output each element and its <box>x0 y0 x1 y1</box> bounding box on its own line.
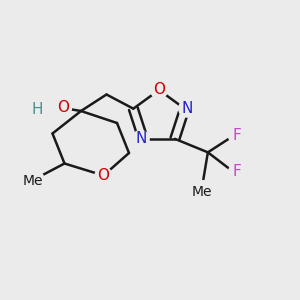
Circle shape <box>95 167 112 184</box>
Circle shape <box>29 101 46 118</box>
Text: Me: Me <box>192 185 212 199</box>
Circle shape <box>55 100 71 116</box>
Text: F: F <box>232 164 241 179</box>
Circle shape <box>151 82 167 98</box>
Text: Me: Me <box>23 174 43 188</box>
Text: O: O <box>153 82 165 98</box>
Text: O: O <box>57 100 69 116</box>
Text: N: N <box>135 131 146 146</box>
Circle shape <box>190 181 213 203</box>
Circle shape <box>132 130 149 147</box>
Circle shape <box>179 100 196 117</box>
Circle shape <box>229 128 245 144</box>
Text: F: F <box>232 128 241 143</box>
Text: N: N <box>182 101 193 116</box>
Circle shape <box>22 169 44 192</box>
Text: H: H <box>32 102 43 117</box>
Circle shape <box>229 164 245 180</box>
Text: O: O <box>98 168 110 183</box>
